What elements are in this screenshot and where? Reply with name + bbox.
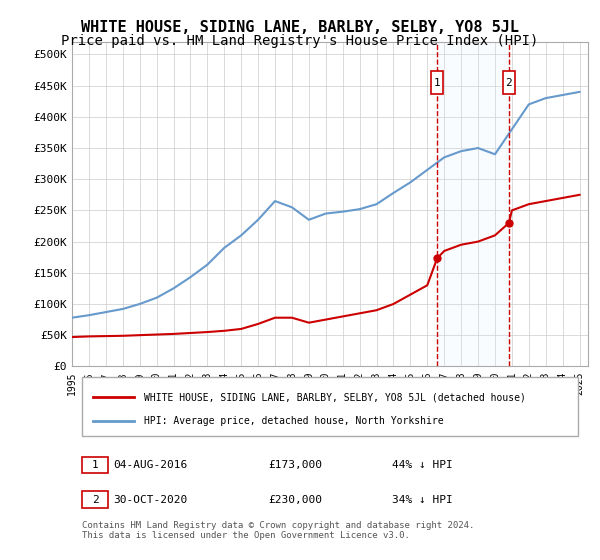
- Text: £173,000: £173,000: [268, 460, 322, 470]
- Text: 44% ↓ HPI: 44% ↓ HPI: [392, 460, 452, 470]
- FancyBboxPatch shape: [431, 71, 443, 94]
- FancyBboxPatch shape: [82, 377, 578, 436]
- Text: 2: 2: [506, 77, 512, 87]
- Text: Contains HM Land Registry data © Crown copyright and database right 2024.
This d: Contains HM Land Registry data © Crown c…: [82, 521, 475, 540]
- Text: WHITE HOUSE, SIDING LANE, BARLBY, SELBY, YO8 5JL (detached house): WHITE HOUSE, SIDING LANE, BARLBY, SELBY,…: [144, 393, 526, 403]
- Text: 2: 2: [92, 494, 98, 505]
- Text: Price paid vs. HM Land Registry's House Price Index (HPI): Price paid vs. HM Land Registry's House …: [61, 34, 539, 48]
- Text: WHITE HOUSE, SIDING LANE, BARLBY, SELBY, YO8 5JL: WHITE HOUSE, SIDING LANE, BARLBY, SELBY,…: [81, 20, 519, 35]
- Text: 30-OCT-2020: 30-OCT-2020: [113, 494, 188, 505]
- Text: 1: 1: [434, 77, 440, 87]
- Bar: [437, 42, 509, 366]
- Text: 1: 1: [92, 460, 98, 470]
- FancyBboxPatch shape: [82, 491, 108, 508]
- FancyBboxPatch shape: [82, 456, 108, 473]
- FancyBboxPatch shape: [503, 71, 515, 94]
- Text: 34% ↓ HPI: 34% ↓ HPI: [392, 494, 452, 505]
- Text: £230,000: £230,000: [268, 494, 322, 505]
- Text: 04-AUG-2016: 04-AUG-2016: [113, 460, 188, 470]
- Text: HPI: Average price, detached house, North Yorkshire: HPI: Average price, detached house, Nort…: [144, 416, 444, 426]
